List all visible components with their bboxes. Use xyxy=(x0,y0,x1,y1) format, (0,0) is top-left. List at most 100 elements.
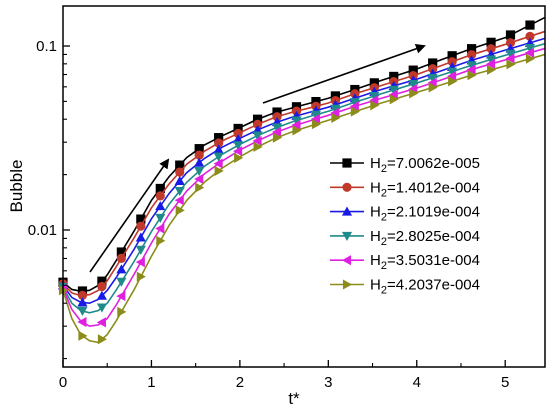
data-point xyxy=(155,191,165,201)
x-tick-label: 1 xyxy=(147,374,155,391)
data-point xyxy=(116,291,126,302)
data-point xyxy=(77,297,88,307)
y-tick-label: 0.01 xyxy=(28,222,57,239)
data-point xyxy=(174,186,185,197)
data-point xyxy=(233,128,243,139)
data-point xyxy=(96,290,107,300)
series-4 xyxy=(57,42,546,317)
legend-marker xyxy=(342,158,352,168)
data-point xyxy=(195,182,205,193)
data-point xyxy=(408,65,418,75)
data-point xyxy=(466,50,477,60)
data-point xyxy=(155,183,165,194)
data-point xyxy=(369,91,380,102)
data-point xyxy=(117,306,127,317)
data-point xyxy=(369,78,379,88)
data-point xyxy=(252,119,263,129)
data-point xyxy=(447,57,457,67)
data-point xyxy=(213,152,224,162)
legend-item: H2=3.5031e-004 xyxy=(330,252,480,272)
ticks: 0 1 2 3 4 5 0.01 0.1 xyxy=(28,38,510,391)
y-axis-label: Bubble xyxy=(7,160,26,213)
data-point xyxy=(486,37,496,47)
data-point xyxy=(486,44,496,54)
legend-label: H2=3.5031e-004 xyxy=(370,252,480,272)
data-point xyxy=(505,38,516,48)
legend-label: H2=2.1019e-004 xyxy=(370,204,480,224)
data-point xyxy=(78,330,88,341)
data-point xyxy=(116,247,126,257)
data-point xyxy=(427,73,438,83)
legend-label: H2=7.0062e-005 xyxy=(370,155,480,175)
data-point xyxy=(370,100,380,111)
data-point xyxy=(291,119,301,131)
data-point xyxy=(487,64,497,75)
data-point xyxy=(194,173,204,185)
data-point xyxy=(506,59,516,70)
data-point xyxy=(214,138,224,148)
legend-item: H2=1.4012e-004 xyxy=(330,179,480,199)
data-point xyxy=(252,135,262,146)
data-point xyxy=(505,49,516,59)
data-point xyxy=(233,134,244,144)
data-point xyxy=(524,44,536,54)
legend-label: H2=4.2037e-004 xyxy=(370,277,480,297)
data-point xyxy=(116,277,127,287)
data-point xyxy=(272,107,282,117)
data-point xyxy=(136,271,146,282)
data-point xyxy=(233,141,244,151)
data-point xyxy=(233,146,243,157)
x-tick-label: 5 xyxy=(501,374,509,391)
data-point xyxy=(349,101,359,112)
legend-item: H2=2.8025e-004 xyxy=(330,228,480,248)
x-tick-label: 4 xyxy=(413,374,421,391)
rise-arrow xyxy=(89,158,170,273)
data-point xyxy=(448,76,458,87)
legend-marker xyxy=(341,206,353,216)
data-point xyxy=(311,119,321,130)
x-axis-label: t* xyxy=(288,389,300,408)
data-point xyxy=(291,116,302,126)
legend-marker xyxy=(342,279,353,290)
data-point xyxy=(330,91,340,101)
data-point xyxy=(96,317,106,328)
legend-marker xyxy=(341,231,353,241)
data-point xyxy=(97,276,107,286)
legend-item: H2=4.2037e-004 xyxy=(330,277,480,297)
x-tick-label: 3 xyxy=(324,374,332,391)
data-point xyxy=(349,98,360,108)
data-point xyxy=(174,175,185,186)
data-point xyxy=(155,213,166,223)
data-point xyxy=(174,195,184,206)
legend-item: H2=2.1019e-004 xyxy=(330,204,480,224)
legend-item: H2=7.0062e-005 xyxy=(330,155,480,175)
data-point xyxy=(136,214,146,224)
data-point xyxy=(409,88,419,99)
data-point xyxy=(408,79,419,90)
data-point xyxy=(525,53,536,64)
legend-label: H2=1.4012e-004 xyxy=(370,179,480,199)
data-point xyxy=(389,94,399,105)
data-point xyxy=(213,158,223,169)
data-point xyxy=(135,257,145,268)
data-point xyxy=(428,58,438,68)
data-point xyxy=(234,152,244,163)
data-point xyxy=(311,96,321,107)
data-point xyxy=(272,132,283,143)
legend-label: H2=2.8025e-004 xyxy=(370,228,480,248)
data-point xyxy=(310,110,321,120)
data-point xyxy=(214,165,224,176)
data-point xyxy=(233,123,243,134)
data-point xyxy=(330,104,341,114)
data-point xyxy=(77,316,87,328)
x-tick-label: 2 xyxy=(236,374,244,391)
data-point xyxy=(331,112,341,123)
data-point xyxy=(272,112,282,122)
data-point xyxy=(310,113,320,125)
data-point xyxy=(116,264,127,274)
y-tick-label: 0.1 xyxy=(36,38,57,55)
legend-marker xyxy=(341,255,352,266)
data-point xyxy=(116,253,126,263)
data-point xyxy=(388,89,398,100)
